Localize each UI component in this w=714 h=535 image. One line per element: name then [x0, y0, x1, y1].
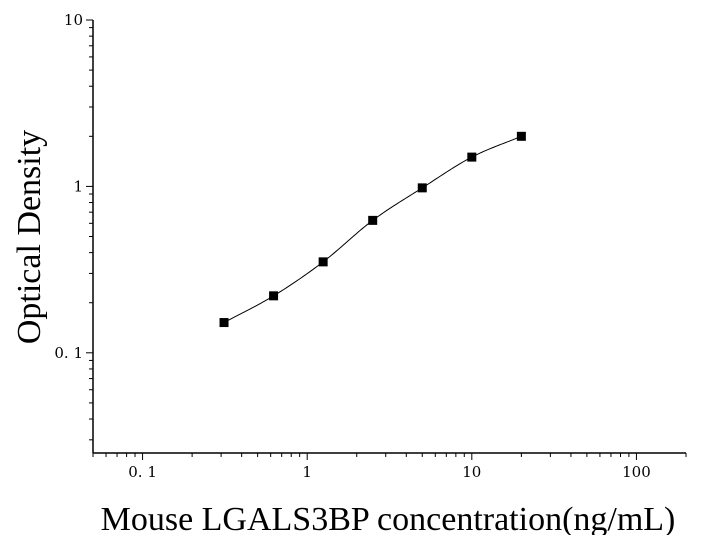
x-tick-label: 100 — [622, 463, 651, 481]
data-point — [467, 152, 477, 162]
ticks: 0. 1 1 10 100 0. 1 1 10 — [54, 11, 687, 481]
x-tick-label: 0. 1 — [128, 463, 157, 481]
fit-curve — [223, 135, 522, 323]
data-point — [318, 257, 328, 267]
y-tick-label: 10 — [64, 11, 83, 29]
data-point — [417, 183, 427, 193]
axes — [92, 20, 686, 454]
data-point — [269, 291, 279, 301]
data-points — [219, 131, 526, 328]
y-axis-label: Optical Density — [11, 130, 48, 344]
x-tick-label: 10 — [462, 463, 481, 481]
x-axis-label: Mouse LGALS3BP concentration(ng/mL) — [101, 501, 676, 535]
x-tick-label: 1 — [302, 463, 312, 481]
data-point — [368, 215, 378, 225]
data-point — [219, 318, 229, 328]
y-tick-label: 1 — [73, 177, 83, 195]
data-point — [516, 131, 526, 141]
y-tick-label: 0. 1 — [54, 344, 83, 362]
